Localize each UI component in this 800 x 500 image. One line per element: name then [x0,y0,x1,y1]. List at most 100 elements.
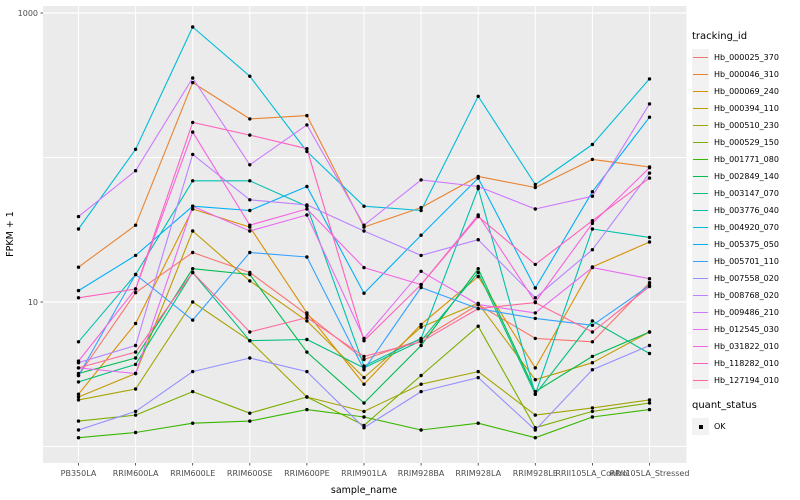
data-point [191,229,195,233]
data-point [248,339,252,343]
data-point [248,179,252,183]
data-point [647,102,652,106]
data-point [590,354,595,359]
data-point [362,382,366,386]
legend-key-line-icon [693,328,708,331]
legend-item-label: Hb_007558_020 [714,274,779,283]
legend-key-line-icon [693,345,708,348]
legend-item-Hb_007558_020: Hb_007558_020 [692,270,798,287]
data-point [647,284,652,289]
data-point [533,389,537,394]
data-point [590,330,595,334]
data-point [419,389,423,394]
legend-item-Hb_127194_010: Hb_127194_010 [692,372,798,389]
data-point [533,286,537,290]
legend-key-line-icon [693,379,708,382]
legend-key-box [692,134,709,151]
legend-item-Hb_000529_150: Hb_000529_150 [692,134,798,151]
data-point [191,80,195,85]
data-point [133,409,138,414]
legend-item-label: Hb_000510_230 [714,121,779,130]
data-point [533,392,537,396]
legend-item-label: Hb_001771_080 [714,155,779,164]
legend-key-line-icon [693,362,708,365]
legend-key-box [692,83,709,100]
data-point [419,322,423,327]
data-point [248,223,252,227]
legend: tracking_id Hb_000025_370 Hb_000046_310 Hb… [692,31,798,435]
data-point [362,368,366,372]
data-point [191,270,195,275]
x-tick-label: PB350LA [61,469,97,478]
data-point [362,265,366,270]
panel-background [43,6,687,463]
legend-key-box [692,100,709,117]
x-tick-label: RRIM928BA [398,469,445,478]
data-point [248,356,252,360]
data-point [362,339,366,343]
legend-item-label: Hb_031822_010 [714,342,779,351]
data-point [76,428,81,432]
data-point [362,357,366,362]
data-point [476,270,480,275]
data-point [305,213,309,217]
legend-item-Hb_000025_370: Hb_000025_370 [692,49,798,66]
data-point [362,375,366,380]
data-point [533,207,537,211]
data-point [76,359,81,363]
data-point [476,176,480,180]
data-point [191,300,195,304]
legend-key-box [692,418,709,435]
data-point [76,436,81,440]
data-point [133,343,138,348]
data-point [362,364,366,368]
data-point [76,380,81,384]
legend-key-line-icon [693,294,708,297]
legend-item-Hb_031822_010: Hb_031822_010 [692,338,798,355]
legend-item-label: OK [714,422,726,431]
data-point [191,130,195,134]
quant-ok-point-icon [698,424,703,429]
legend-item-label: Hb_003147_070 [714,189,779,198]
data-point [305,184,309,189]
data-point [305,319,309,323]
data-point [647,351,652,356]
data-point [533,296,537,300]
data-point [476,306,480,311]
data-point [133,253,138,258]
data-point [590,219,595,223]
legend-item-label: Hb_003776_040 [714,206,779,215]
data-point [248,133,252,137]
data-point [191,389,195,394]
data-point [533,336,537,341]
data-point [191,204,195,208]
data-point [647,235,652,240]
data-point [647,77,652,81]
data-point [248,198,252,202]
data-point [133,223,138,227]
legend-item-label: Hb_012545_030 [714,325,779,334]
legend-item-Hb_000510_230: Hb_000510_230 [692,117,798,134]
data-point [248,419,252,423]
data-point [590,221,595,226]
legend-key-box [692,219,709,236]
data-point [419,373,423,378]
data-point [419,178,423,182]
data-point [647,115,652,119]
data-point [476,375,480,380]
data-point [305,369,309,374]
legend-key-line-icon [693,175,708,178]
data-point [191,267,195,271]
data-point [476,238,480,242]
data-point [76,398,81,402]
x-tick-label: RRIM901LA [341,469,387,478]
data-point [191,421,195,425]
data-point [533,262,537,267]
data-point [533,182,537,187]
data-point [647,407,652,412]
data-point [476,274,480,279]
data-point [76,296,81,300]
data-point [647,343,652,348]
